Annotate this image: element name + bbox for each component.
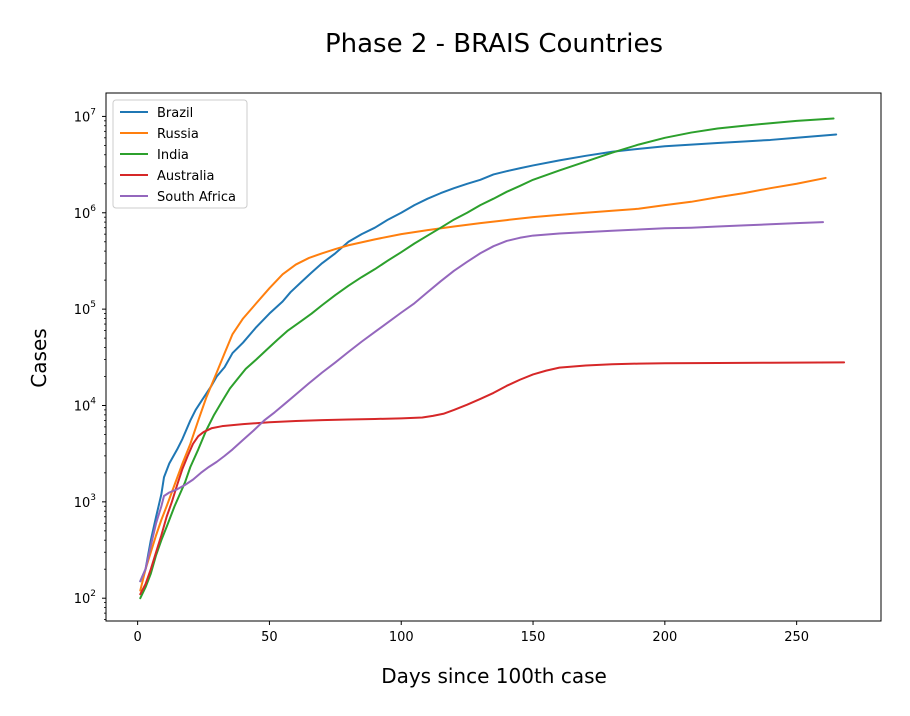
y-tick-label: 104	[74, 396, 97, 414]
series-line-4	[139, 221, 825, 583]
x-axis-label: Days since 100th case	[381, 664, 607, 688]
chart-title: Phase 2 - BRAIS Countries	[325, 29, 663, 59]
x-tick-label: 100	[389, 630, 414, 645]
x-tick-label: 0	[133, 630, 141, 645]
series-layer	[139, 117, 846, 600]
legend: Brazil Russia India Australia South Africa	[112, 99, 248, 209]
plot-area	[105, 92, 882, 622]
series-line-1	[139, 176, 827, 592]
y-tick-label: 103	[74, 493, 96, 511]
legend-label-1: Russia	[157, 127, 199, 142]
x-tick-label: 150	[521, 630, 546, 645]
x-axis: 0 50 100 150 200 250	[133, 621, 809, 645]
x-tick-label: 200	[652, 630, 677, 645]
series-line-0	[139, 133, 838, 583]
y-tick-label: 102	[74, 589, 96, 607]
y-axis: 102 103 104 105 106 107	[74, 107, 106, 620]
y-axis-label: Cases	[27, 328, 51, 387]
legend-label-3: Australia	[157, 169, 215, 184]
plot-frame	[105, 92, 882, 622]
legend-label-2: India	[157, 148, 189, 163]
legend-box	[112, 99, 248, 209]
x-tick-label: 250	[784, 630, 809, 645]
y-tick-label: 105	[74, 300, 96, 318]
y-tick-label: 107	[74, 107, 96, 125]
legend-label-0: Brazil	[157, 106, 193, 121]
legend-label-4: South Africa	[157, 190, 236, 205]
series-line-2	[139, 117, 835, 600]
x-tick-label: 50	[261, 630, 278, 645]
y-tick-label: 106	[74, 204, 97, 222]
